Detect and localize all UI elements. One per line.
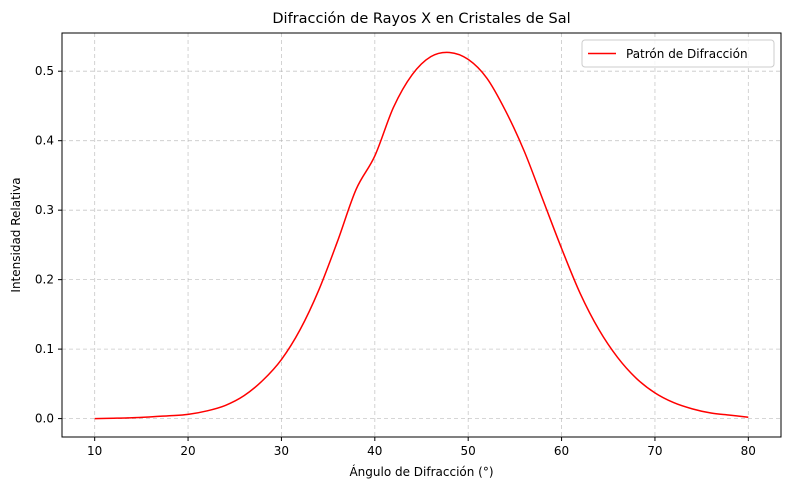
legend-label: Patrón de Difracción bbox=[626, 47, 748, 61]
x-ticks: 10 20 30 40 50 60 70 80 bbox=[87, 437, 756, 458]
legend: Patrón de Difracción bbox=[581, 39, 775, 68]
x-tick-label: 80 bbox=[741, 444, 756, 458]
x-tick-label: 20 bbox=[180, 444, 195, 458]
y-tick-label: 0.2 bbox=[35, 273, 54, 287]
y-tick-label: 0.1 bbox=[35, 342, 54, 356]
x-axis-label: Ángulo de Difracción (°) bbox=[349, 464, 493, 479]
y-axis-label: Intensidad Relativa bbox=[9, 177, 23, 292]
y-tick-label: 0.5 bbox=[35, 64, 54, 78]
grid bbox=[62, 33, 781, 437]
chart-title: Difracción de Rayos X en Cristales de Sa… bbox=[272, 11, 570, 27]
y-ticks: 0.0 0.1 0.2 0.3 0.4 0.5 bbox=[35, 64, 62, 426]
x-tick-label: 60 bbox=[554, 444, 569, 458]
x-tick-label: 40 bbox=[367, 444, 382, 458]
y-tick-label: 0.0 bbox=[35, 412, 54, 426]
plot-frame bbox=[61, 32, 782, 438]
y-tick-label: 0.3 bbox=[35, 203, 54, 217]
series-line bbox=[94, 51, 749, 420]
x-tick-label: 70 bbox=[647, 444, 662, 458]
x-tick-label: 10 bbox=[87, 444, 102, 458]
y-tick-label: 0.4 bbox=[35, 134, 54, 148]
x-tick-label: 50 bbox=[461, 444, 476, 458]
x-tick-label: 30 bbox=[274, 444, 289, 458]
legend-box bbox=[581, 39, 775, 68]
